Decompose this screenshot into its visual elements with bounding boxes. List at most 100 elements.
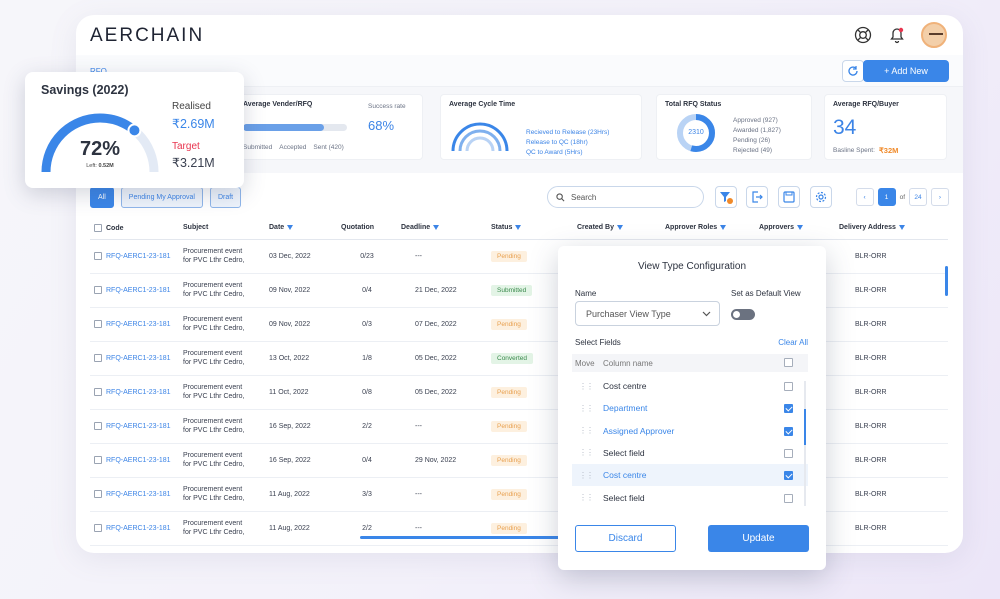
avatar[interactable] [921, 22, 947, 48]
row-checkbox[interactable] [94, 320, 102, 328]
tab-draft[interactable]: Draft [209, 187, 242, 208]
drag-handle-icon[interactable]: ⋮⋮ [579, 381, 594, 391]
field-checkbox[interactable] [784, 471, 793, 481]
col-code[interactable]: Code [90, 217, 179, 240]
rfq-code-link[interactable]: RFQ-AERC1-23-181 [106, 524, 171, 532]
rfq-code-link[interactable]: RFQ-AERC1-23-181 [106, 422, 171, 430]
drag-handle-icon[interactable]: ⋮⋮ [579, 403, 594, 413]
field-row[interactable]: ⋮⋮ Select field [572, 442, 808, 464]
filter-button[interactable] [715, 186, 737, 208]
delivery-address-cell: BLR-ORR [835, 477, 948, 512]
code-cell[interactable]: RFQ-AERC1-23-181 [90, 477, 179, 512]
save-button[interactable] [778, 186, 800, 208]
rfq-code-link[interactable]: RFQ-AERC1-23-181 [106, 286, 171, 294]
field-checkbox[interactable] [784, 493, 793, 503]
row-checkbox[interactable] [94, 422, 102, 430]
drag-handle-icon[interactable]: ⋮⋮ [579, 470, 594, 480]
field-row[interactable]: ⋮⋮ Cost centre [572, 375, 808, 397]
drag-handle-icon[interactable]: ⋮⋮ [579, 448, 594, 458]
clear-all-link[interactable]: Clear All [778, 338, 808, 347]
view-type-select[interactable]: Purchaser View Type [575, 301, 720, 326]
cycle-list: Recieved to Release (23Hrs) Release to Q… [526, 128, 609, 158]
select-all-checkbox[interactable] [94, 223, 102, 232]
export-button[interactable] [746, 186, 768, 208]
col-quotation[interactable]: Quotation [337, 217, 397, 240]
total-pages[interactable]: 24 [909, 188, 927, 206]
cycle-item: Release to QC (18hr) [526, 139, 588, 146]
filter-icon[interactable] [287, 224, 294, 230]
discard-button[interactable]: Discard [575, 525, 676, 552]
select-all-fields-checkbox[interactable] [784, 358, 793, 367]
rfq-code-link[interactable]: RFQ-AERC1-23-181 [106, 388, 171, 396]
add-new-button[interactable]: + Add New [863, 60, 949, 82]
col-delivery-address[interactable]: Delivery Address [835, 217, 948, 240]
code-cell[interactable]: RFQ-AERC1-23-181 [90, 273, 179, 308]
drag-handle-icon[interactable]: ⋮⋮ [579, 493, 594, 502]
status-badge: Pending [491, 488, 527, 500]
col-date[interactable]: Date [265, 217, 337, 240]
name-label: Name [575, 289, 597, 298]
update-button[interactable]: Update [708, 525, 809, 552]
filter-icon[interactable] [433, 224, 440, 230]
rfq-code-link[interactable]: RFQ-AERC1-23-181 [106, 252, 171, 260]
field-checkbox[interactable] [784, 426, 793, 436]
field-row[interactable]: ⋮⋮ Cost centre [572, 464, 808, 487]
tab-pending-approval[interactable]: Pending My Approval [120, 187, 203, 208]
horizontal-scrollbar[interactable] [360, 536, 590, 539]
row-checkbox[interactable] [94, 388, 102, 396]
default-view-toggle[interactable] [731, 309, 755, 320]
row-checkbox[interactable] [94, 490, 102, 498]
code-cell[interactable]: RFQ-AERC1-23-181 [90, 409, 179, 444]
field-checkbox[interactable] [784, 404, 793, 414]
help-icon[interactable] [853, 25, 873, 45]
fields-scrollbar-thumb[interactable] [804, 409, 806, 445]
field-checkbox[interactable] [784, 382, 793, 391]
row-checkbox[interactable] [94, 354, 102, 362]
vertical-scrollbar[interactable] [945, 266, 948, 296]
field-row[interactable]: ⋮⋮ Department [572, 397, 808, 419]
rfq-code-link[interactable]: RFQ-AERC1-23-181 [106, 456, 171, 464]
tab-all[interactable]: All [90, 187, 114, 208]
drag-handle-icon[interactable]: ⋮⋮ [579, 426, 594, 436]
row-checkbox[interactable] [94, 286, 102, 294]
current-page[interactable]: 1 [877, 188, 896, 206]
rfq-code-link[interactable]: RFQ-AERC1-23-181 [106, 320, 171, 328]
vendor-card: Average Vender/RFQ Success rate 68% Subm… [230, 94, 423, 160]
chevron-down-icon [702, 311, 711, 317]
col-deadline[interactable]: Deadline [397, 217, 487, 240]
filter-icon[interactable] [797, 224, 804, 230]
code-cell[interactable]: RFQ-AERC1-23-181 [90, 375, 179, 410]
col-subject[interactable]: Subject [179, 217, 265, 240]
search-input[interactable]: Search [547, 186, 704, 208]
col-created-by[interactable]: Created By [573, 217, 661, 240]
next-page-button[interactable]: › [931, 188, 949, 206]
col-status[interactable]: Status [487, 217, 573, 240]
settings-button[interactable] [810, 186, 832, 208]
filter-icon[interactable] [515, 224, 522, 230]
code-cell[interactable]: RFQ-AERC1-23-181 [90, 443, 179, 478]
bell-icon[interactable] [887, 25, 907, 45]
field-checkbox[interactable] [784, 448, 793, 458]
filter-icon[interactable] [898, 224, 905, 230]
code-cell[interactable]: RFQ-AERC1-23-181 [90, 307, 179, 342]
row-checkbox[interactable] [94, 252, 102, 260]
filter-icon[interactable] [616, 224, 623, 230]
prev-page-button[interactable]: ‹ [855, 188, 874, 206]
field-row[interactable]: ⋮⋮ Assigned Approver [572, 420, 808, 442]
code-cell[interactable]: RFQ-AERC1-23-181 [90, 341, 179, 376]
code-cell[interactable]: RFQ-AERC1-23-181 [90, 511, 179, 546]
filter-icon[interactable] [720, 224, 727, 230]
status-list: Approved (927) Awarded (1,827) Pending (… [733, 116, 781, 156]
rfq-code-link[interactable]: RFQ-AERC1-23-181 [106, 490, 171, 498]
quotation-cell: 0/8 [337, 375, 397, 410]
breadcrumb[interactable]: RFQ [90, 67, 107, 76]
code-cell[interactable]: RFQ-AERC1-23-181 [90, 239, 179, 274]
refresh-button[interactable] [842, 60, 864, 82]
field-row[interactable]: ⋮⋮ Select field [572, 487, 808, 509]
row-checkbox[interactable] [94, 456, 102, 464]
col-approver-roles[interactable]: Approver Roles [661, 217, 755, 240]
deadline-cell: --- [397, 409, 487, 444]
row-checkbox[interactable] [94, 524, 102, 532]
col-approvers[interactable]: Approvers [755, 217, 835, 240]
rfq-code-link[interactable]: RFQ-AERC1-23-181 [106, 354, 171, 362]
